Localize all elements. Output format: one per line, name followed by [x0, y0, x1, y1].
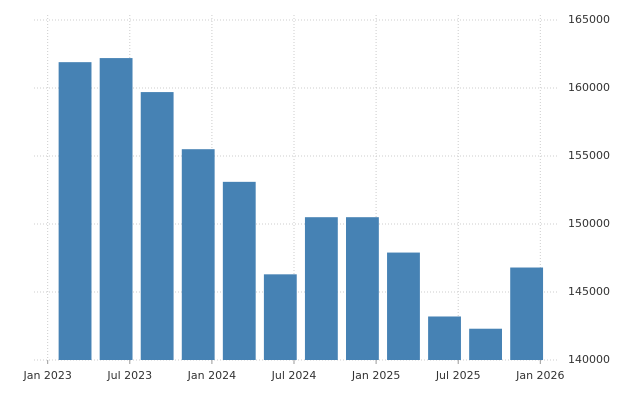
- bar: [181, 149, 215, 360]
- x-tick-label: Jul 2025: [435, 369, 481, 382]
- bar: [469, 328, 502, 360]
- y-tick-label: 150000: [568, 217, 610, 230]
- y-tick-label: 140000: [568, 353, 610, 366]
- bar: [140, 92, 174, 360]
- x-tick-label: Jan 2026: [515, 369, 564, 382]
- bar: [510, 267, 544, 360]
- bar: [58, 62, 92, 360]
- bar: [99, 58, 133, 361]
- bar: [263, 274, 297, 360]
- bar: [387, 252, 420, 360]
- x-tick-label: Jan 2023: [22, 369, 71, 382]
- bar: [346, 217, 379, 360]
- x-tick-label: Jul 2023: [106, 369, 152, 382]
- x-tick-label: Jul 2024: [271, 369, 317, 382]
- y-tick-label: 165000: [568, 13, 610, 26]
- bar: [304, 217, 338, 360]
- bar: [428, 316, 461, 360]
- y-tick-label: 155000: [568, 149, 610, 162]
- x-tick-label: Jan 2024: [187, 369, 236, 382]
- y-tick-label: 145000: [568, 285, 610, 298]
- y-tick-label: 160000: [568, 81, 610, 94]
- bar: [222, 181, 256, 360]
- x-tick-label: Jan 2025: [351, 369, 400, 382]
